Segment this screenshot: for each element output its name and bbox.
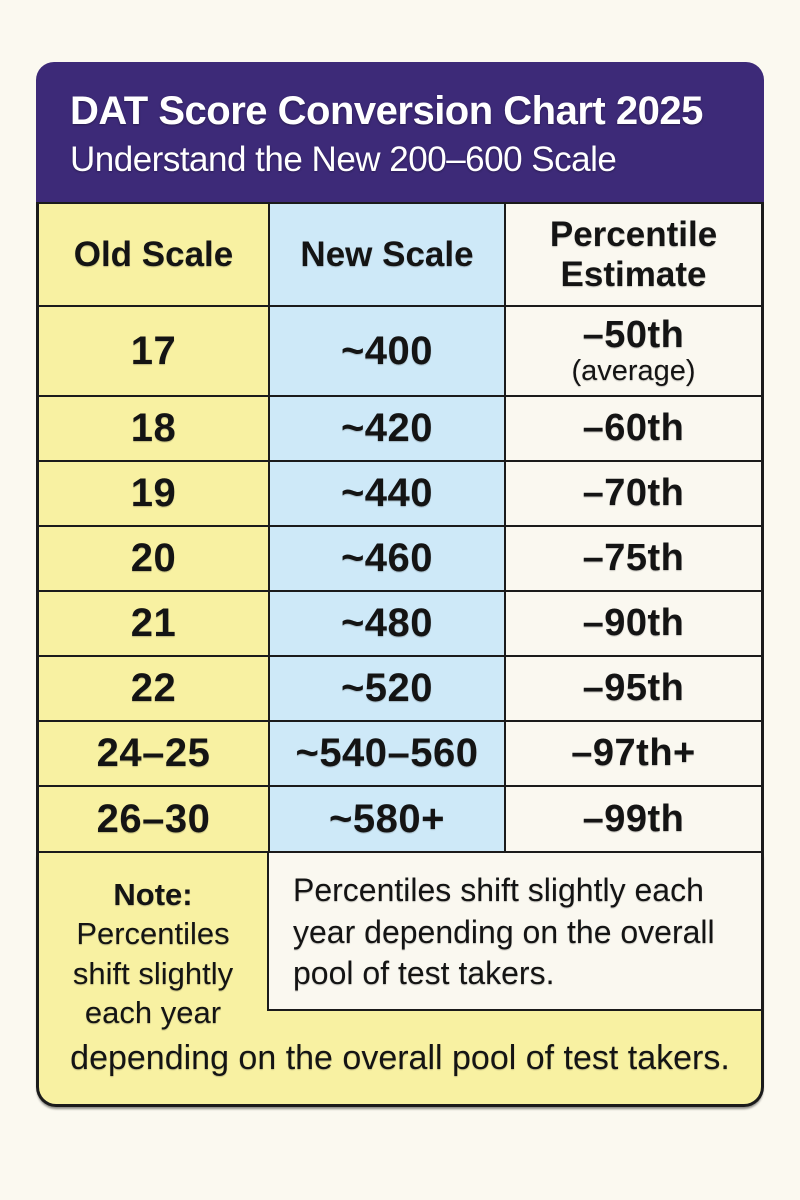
cell-new-scale: ~480 (270, 592, 506, 657)
cell-new-scale: ~460 (270, 527, 506, 592)
cell-old-scale: 17 (39, 307, 270, 397)
note-left-body: Percentiles shift slightly each year (72, 916, 234, 1031)
cell-old-scale: 21 (39, 592, 270, 657)
note-label: Note: (113, 877, 193, 912)
cell-percentile: –70th (506, 462, 761, 527)
cell-new-scale: ~440 (270, 462, 506, 527)
cell-new-scale: ~520 (270, 657, 506, 722)
cell-percentile: –50th (average) (506, 307, 761, 397)
conversion-chart-card: DAT Score Conversion Chart 2025 Understa… (36, 62, 764, 1107)
note-box: Percentiles shift slightly each year dep… (267, 853, 761, 1011)
percentile-value: –50th (582, 313, 685, 356)
note-box-text: Percentiles shift slightly each year dep… (293, 872, 715, 992)
cell-old-scale: 22 (39, 657, 270, 722)
cell-old-scale: 19 (39, 462, 270, 527)
cell-percentile: –95th (506, 657, 761, 722)
chart-subtitle: Understand the New 200–600 Scale (70, 140, 617, 179)
cell-percentile: –75th (506, 527, 761, 592)
cell-percentile: –90th (506, 592, 761, 657)
cell-old-scale: 24–25 (39, 722, 270, 787)
column-header-new-scale: New Scale (270, 204, 506, 307)
conversion-table: Old Scale New Scale Percentile Estimate … (36, 202, 764, 853)
cell-old-scale: 20 (39, 527, 270, 592)
cell-old-scale: 18 (39, 397, 270, 462)
cell-new-scale: ~580+ (270, 787, 506, 853)
note-bottom-text: depending on the overall pool of test ta… (70, 1039, 730, 1077)
cell-new-scale: ~420 (270, 397, 506, 462)
column-header-old-scale: Old Scale (39, 204, 270, 307)
chart-header: DAT Score Conversion Chart 2025 Understa… (36, 62, 764, 202)
cell-percentile: –97th+ (506, 722, 761, 787)
cell-old-scale: 26–30 (39, 787, 270, 853)
cell-percentile: –99th (506, 787, 761, 853)
percentile-note: (average) (571, 354, 696, 387)
cell-percentile: –60th (506, 397, 761, 462)
column-header-percentile-estimate: Percentile Estimate (506, 204, 761, 307)
cell-new-scale: ~540–560 (270, 722, 506, 787)
note-panel: Note: Percentiles shift slightly each ye… (36, 853, 764, 1107)
cell-new-scale: ~400 (270, 307, 506, 397)
note-left-text: Note: Percentiles shift slightly each ye… (39, 875, 267, 1032)
chart-title: DAT Score Conversion Chart 2025 (70, 89, 703, 133)
